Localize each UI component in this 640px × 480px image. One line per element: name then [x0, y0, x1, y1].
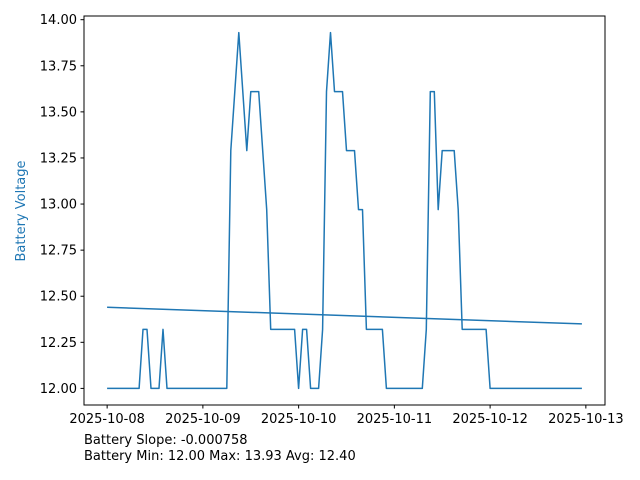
y-tick-label: 13.25 [40, 151, 77, 166]
x-tick-label: 2025-10-08 [69, 412, 145, 427]
y-tick-label: 13.50 [40, 105, 77, 120]
plot-area [83, 15, 606, 406]
x-tick-label: 2025-10-11 [357, 412, 433, 427]
battery-voltage-line [107, 31, 582, 390]
y-tick-label: 13.75 [40, 59, 77, 74]
battery-stats-text: Battery Min: 12.00 Max: 13.93 Avg: 12.40 [84, 449, 356, 464]
battery-slope-text: Battery Slope: -0.000758 [84, 433, 248, 448]
battery-trend-line [107, 306, 582, 325]
y-tick-label: 14.00 [40, 13, 77, 28]
y-tick-label: 13.00 [40, 198, 77, 213]
x-tick-label: 2025-10-09 [165, 412, 241, 427]
y-tick-label: 12.00 [40, 382, 77, 397]
y-tick-label: 12.75 [40, 244, 77, 259]
x-tick-label: 2025-10-13 [548, 412, 624, 427]
x-tick-label: 2025-10-12 [452, 412, 528, 427]
y-tick-label: 12.25 [40, 336, 77, 351]
y-axis-label: Battery Voltage [14, 160, 29, 261]
y-tick-label: 12.50 [40, 290, 77, 305]
x-tick-label: 2025-10-10 [261, 412, 337, 427]
